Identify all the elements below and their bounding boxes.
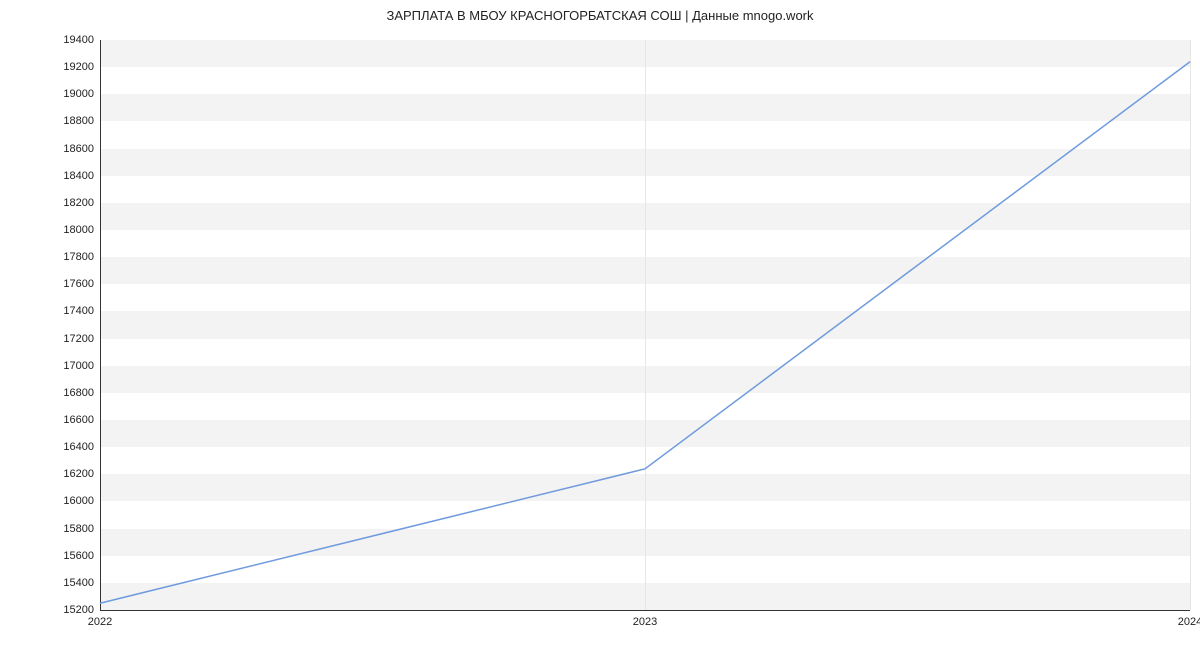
y-tick-label: 18600	[63, 143, 100, 155]
y-tick-label: 19000	[63, 88, 100, 100]
x-tick-label: 2022	[88, 610, 112, 628]
y-tick-label: 17000	[63, 360, 100, 372]
y-tick-label: 16200	[63, 468, 100, 480]
y-tick-label: 16600	[63, 414, 100, 426]
y-tick-label: 18800	[63, 115, 100, 127]
chart-svg-layer	[100, 40, 1190, 610]
y-tick-label: 15400	[63, 577, 100, 589]
y-tick-label: 17800	[63, 251, 100, 263]
y-tick-label: 16800	[63, 387, 100, 399]
y-tick-label: 19400	[63, 34, 100, 46]
x-tick-label: 2024	[1178, 610, 1200, 628]
x-tick-label: 2023	[633, 610, 657, 628]
x-gridline	[1190, 40, 1191, 610]
y-tick-label: 16400	[63, 441, 100, 453]
y-tick-label: 15800	[63, 523, 100, 535]
y-tick-label: 18000	[63, 224, 100, 236]
y-tick-label: 18200	[63, 197, 100, 209]
y-tick-label: 17600	[63, 278, 100, 290]
y-tick-label: 18400	[63, 170, 100, 182]
x-axis-line	[100, 610, 1190, 611]
y-tick-label: 17200	[63, 333, 100, 345]
y-tick-label: 19200	[63, 61, 100, 73]
chart-plot-area: 1520015400156001580016000162001640016600…	[100, 40, 1190, 610]
y-tick-label: 16000	[63, 495, 100, 507]
line-series-salary	[100, 62, 1190, 604]
y-tick-label: 15600	[63, 550, 100, 562]
y-tick-label: 17400	[63, 305, 100, 317]
chart-title: ЗАРПЛАТА В МБОУ КРАСНОГОРБАТСКАЯ СОШ | Д…	[0, 8, 1200, 23]
